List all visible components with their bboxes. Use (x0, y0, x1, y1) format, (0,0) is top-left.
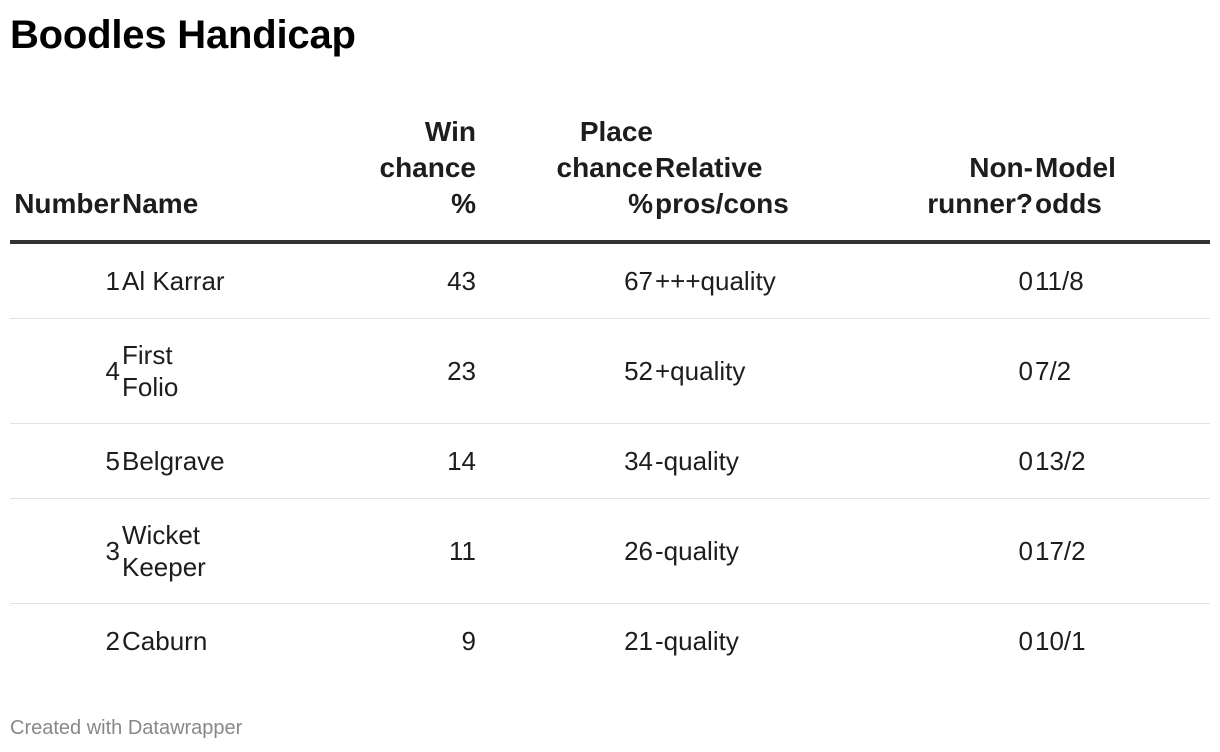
table-row: 5 Belgrave 14 34 -quality 0 13/2 (10, 423, 1210, 499)
table-row: 4 First Folio 23 52 +quality 0 7/2 (10, 318, 1210, 424)
cell-odds: 17/2 (1033, 498, 1210, 604)
column-header-line: Win (424, 116, 476, 147)
cell-nonrunner: 0 (872, 498, 1033, 604)
column-header-line: runner? (927, 188, 1033, 219)
cell-pros: +quality (653, 318, 872, 424)
column-header-line: chance (556, 152, 654, 183)
cell-number: 1 (10, 242, 120, 319)
column-header-number: Number (10, 114, 120, 244)
column-header-odds: Model odds (1033, 114, 1210, 244)
cell-number: 3 (10, 498, 120, 604)
cell-name: Belgrave (120, 423, 308, 499)
cell-nonrunner: 0 (872, 423, 1033, 499)
cell-number: 2 (105, 626, 120, 656)
cell-name-line: First (122, 340, 173, 370)
cell-number: 4 (10, 318, 120, 424)
cell-name-line: Wicket (122, 520, 200, 550)
column-header-line: Relative (655, 152, 763, 183)
column-header-line: Name (122, 188, 199, 219)
cell-number: 5 (10, 423, 120, 499)
cell-name: First Folio (120, 318, 308, 424)
cell-name-line: Al Karrar (122, 266, 225, 296)
chart-title: Boodles Handicap (10, 13, 356, 57)
column-header-nonrunner: Non-runner? (872, 114, 1033, 244)
cell-nonrunner: 0 (1018, 626, 1033, 656)
cell-pros: -quality (653, 423, 872, 499)
cell-place: 21 (624, 626, 653, 656)
table-body: 1 Al Karrar 43 67 +++quality 0 11/8 4 First Folio… (10, 242, 1210, 678)
column-header-line: % (628, 188, 653, 219)
cell-win: 9 (461, 626, 476, 656)
cell-place: 34 (476, 423, 653, 499)
column-header-line: % (451, 188, 476, 219)
cell-place: 67 (476, 242, 653, 319)
cell-win: 23 (308, 318, 476, 424)
table-row: 1 Al Karrar 43 67 +++quality 0 11/8 (10, 242, 1210, 319)
cell-name: Al Karrar (120, 242, 308, 319)
cell-nonrunner: 0 (872, 242, 1033, 319)
cell-place: 26 (476, 498, 653, 604)
cell-name-line: Caburn (122, 626, 208, 656)
column-header-line: Non- (969, 152, 1033, 183)
column-header-line: chance (379, 152, 477, 183)
cell-win: 43 (308, 242, 476, 319)
cell-odds: 13/2 (1033, 423, 1210, 499)
cell-name: Caburn (120, 604, 308, 679)
table-row: 2 Caburn 9 21 -quality 0 10/1 (10, 604, 1210, 679)
cell-pros: -quality (653, 498, 872, 604)
column-header-win: Win chance% (308, 114, 477, 244)
column-header-place: Place chance% (476, 114, 654, 244)
data-table: Number Name Win chance% Place chance% Relative… (10, 114, 1210, 678)
column-header-pros: Relative pros/cons (653, 114, 872, 244)
column-header-line: Place (579, 116, 653, 147)
cell-pros: -quality (655, 626, 739, 656)
table-header-row: Number Name Win chance% Place chance% Relative… (10, 114, 1210, 244)
cell-win: 11 (308, 498, 476, 604)
column-header-line: pros/cons (655, 188, 789, 219)
cell-win: 14 (308, 423, 476, 499)
datawrapper-credit: Created with Datawrapper (10, 717, 243, 739)
cell-name-line: Folio (122, 372, 179, 402)
table-row: 3 Wicket Keeper 11 26 -quality 0 17/2 (10, 498, 1210, 604)
cell-name-line: Keeper (122, 552, 206, 582)
column-header-line: odds (1035, 188, 1102, 219)
cell-odds: 10/1 (1035, 626, 1086, 656)
column-header-name: Name (120, 114, 308, 244)
cell-name: Wicket Keeper (120, 498, 308, 604)
column-header-line: Model (1035, 152, 1116, 183)
cell-name-line: Belgrave (122, 446, 225, 476)
cell-nonrunner: 0 (872, 318, 1033, 424)
cell-odds: 7/2 (1033, 318, 1210, 424)
cell-place: 52 (476, 318, 653, 424)
column-header-line: Number (14, 188, 120, 219)
cell-pros: +++quality (653, 242, 872, 319)
cell-odds: 11/8 (1033, 242, 1210, 319)
